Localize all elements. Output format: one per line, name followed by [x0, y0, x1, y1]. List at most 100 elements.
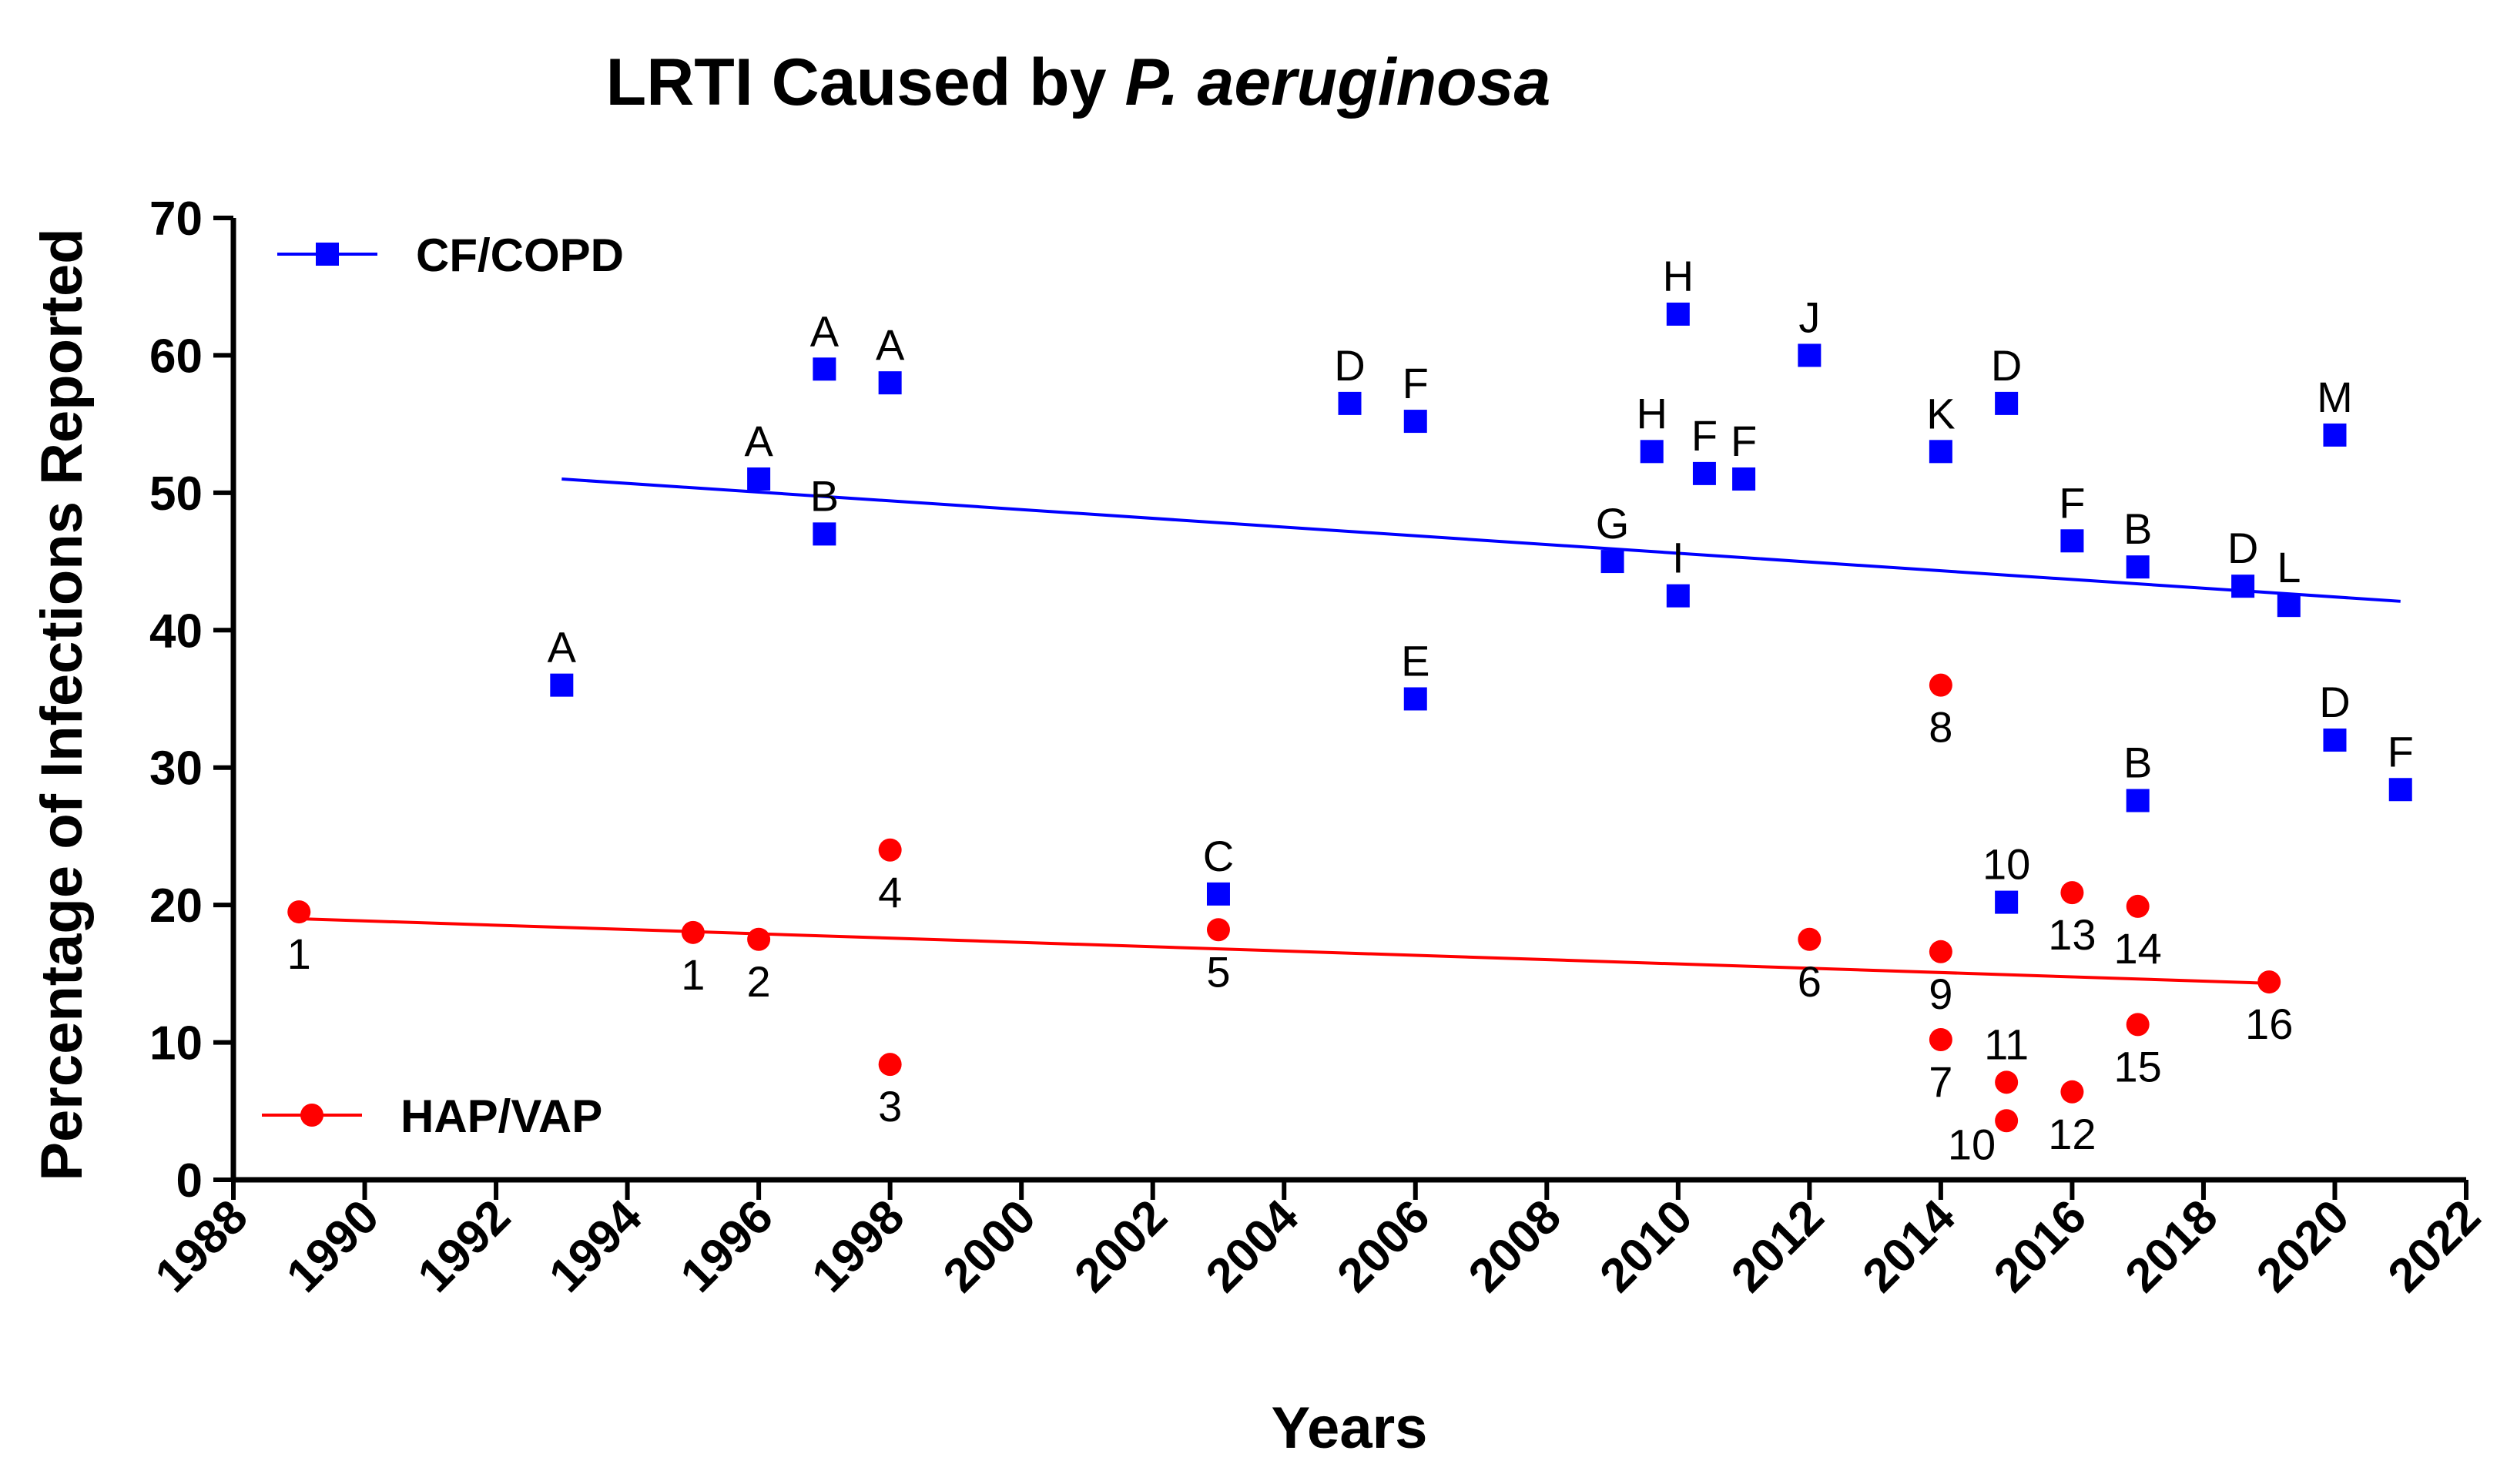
hap-vap-point-label: 1	[287, 930, 311, 978]
cf-copd-point	[1640, 440, 1664, 464]
cf-copd-point-label: B	[2123, 739, 2152, 787]
cf-copd-point	[2388, 778, 2412, 802]
cf-copd-point	[2323, 423, 2347, 447]
cf-copd-point	[1995, 391, 2019, 415]
cf-copd-point	[1206, 882, 1230, 906]
hap-vap-point	[2126, 1013, 2150, 1037]
x-axis-title: Years	[1272, 1395, 1428, 1461]
legend-marker-cf-copd	[316, 243, 339, 266]
cf-copd-point-label: B	[2123, 504, 2152, 553]
cf-copd-point-label: A	[744, 417, 773, 465]
hap-vap-point-label: 5	[1206, 947, 1230, 996]
hap-vap-point-label: 16	[2245, 1000, 2293, 1048]
x-tick-label: 1996	[671, 1190, 783, 1302]
chart-title-plain: LRTI Caused by	[606, 45, 1125, 119]
x-tick-label: 2014	[1852, 1190, 1966, 1303]
hap-vap-point-label: 1	[681, 950, 705, 999]
legend-marker-hap-vap	[300, 1104, 323, 1127]
chart-title: LRTI Caused by P. aeruginosa	[606, 45, 1551, 119]
cf-copd-point-label: J	[1798, 293, 1820, 341]
x-tick-label: 2012	[1721, 1190, 1834, 1302]
x-tick-label: 2008	[1459, 1190, 1571, 1302]
cf-copd-point-label: 10	[1982, 840, 2030, 889]
cf-copd-point-label: F	[2388, 727, 2414, 775]
cf-copd-point	[813, 357, 836, 381]
hap-vap-point	[287, 900, 311, 924]
cf-copd-point	[1995, 890, 2019, 914]
cf-copd-point-label: D	[2319, 678, 2350, 726]
cf-copd-point-label: F	[2059, 478, 2085, 527]
y-tick-label: 10	[149, 1017, 203, 1070]
chart-title-italic: P. aeruginosa	[1124, 45, 1550, 119]
hap-vap-point-label: 2	[747, 957, 771, 1006]
hap-vap-point-label: 6	[1798, 957, 1822, 1006]
x-tick-label: 1998	[802, 1190, 914, 1302]
x-tick-label: 1994	[539, 1190, 652, 1303]
hap-vap-point	[878, 1053, 902, 1077]
cf-copd-point	[1666, 584, 1690, 608]
cf-copd-point	[550, 673, 574, 697]
cf-copd-point	[1403, 410, 1427, 434]
hap-vap-point-label: 11	[1984, 1020, 2029, 1068]
x-tick-label: 1990	[277, 1190, 389, 1302]
hap-vap-point	[1995, 1070, 2019, 1094]
cf-copd-point-label: A	[548, 623, 577, 672]
cf-copd-point	[1666, 302, 1690, 326]
legend: CF/COPD HAP/VAP	[262, 229, 624, 1142]
cf-copd-point-label: C	[1203, 832, 1234, 880]
legend-label-cf-copd: CF/COPD	[416, 229, 624, 281]
hap-vap-trendline	[299, 916, 2270, 985]
y-axis-title: Percentage of Infections Reported	[29, 228, 95, 1181]
y-tick-label: 70	[149, 193, 203, 246]
hap-vap-point-label: 12	[2048, 1110, 2096, 1158]
cf-copd-point	[747, 467, 771, 491]
cf-copd-point-label: F	[1403, 359, 1429, 407]
x-tick-label: 2010	[1590, 1190, 1702, 1302]
cf-copd-point-label: E	[1401, 637, 1429, 685]
hap-vap-point-label: 14	[2114, 924, 2162, 973]
cf-copd-point-label: H	[1663, 252, 1694, 300]
hap-vap-point	[1798, 927, 1822, 951]
y-tick-label: 40	[149, 605, 203, 658]
hap-vap-point-label: 7	[1929, 1057, 1952, 1106]
cf-copd-point	[2060, 529, 2084, 553]
cf-copd-point	[1798, 343, 1822, 367]
cf-copd-point	[2231, 575, 2255, 598]
cf-copd-point-label: F	[1691, 411, 1718, 460]
cf-copd-point	[2126, 789, 2150, 812]
cf-copd-point-label: D	[1991, 341, 2022, 390]
x-tick-label: 2018	[2116, 1190, 2228, 1302]
hap-vap-point	[747, 927, 771, 951]
x-tick-label: 2000	[933, 1190, 1046, 1302]
hap-vap-point-label: 10	[1948, 1120, 1996, 1168]
x-tick-label: 2004	[1196, 1190, 1309, 1303]
cf-copd-point	[2277, 594, 2301, 618]
cf-copd-point-label: F	[1731, 417, 1757, 465]
cf-copd-point-label: M	[2317, 373, 2353, 421]
y-tick-label: 20	[149, 879, 203, 933]
legend-label-hap-vap: HAP/VAP	[401, 1090, 602, 1142]
hap-vap-point-label: 4	[878, 868, 902, 916]
x-tick-label: 2022	[2378, 1190, 2491, 1302]
cf-copd-point	[1403, 687, 1427, 711]
cf-copd-point	[1929, 440, 1952, 464]
hap-vap-point	[681, 920, 705, 944]
y-tick-label: 60	[149, 330, 203, 383]
cf-copd-point	[1338, 391, 1362, 415]
cf-copd-point	[1732, 467, 1756, 491]
hap-vap-point	[1929, 673, 1952, 697]
hap-vap-point	[1206, 918, 1230, 942]
cf-copd-point	[2126, 555, 2150, 579]
hap-vap-point	[2257, 970, 2281, 994]
hap-vap-point	[878, 838, 902, 862]
x-tick-label: 2002	[1064, 1190, 1177, 1302]
cf-copd-trendline	[561, 477, 2401, 603]
x-tick-label: 2020	[2247, 1190, 2359, 1302]
cf-copd-point-label: A	[876, 320, 905, 369]
cf-copd-point	[1600, 550, 1624, 574]
cf-copd-point	[878, 371, 902, 395]
cf-copd-point-label: H	[1636, 389, 1667, 437]
hap-vap-point-label: 9	[1929, 970, 1952, 1018]
y-tick-label: 30	[149, 742, 203, 796]
